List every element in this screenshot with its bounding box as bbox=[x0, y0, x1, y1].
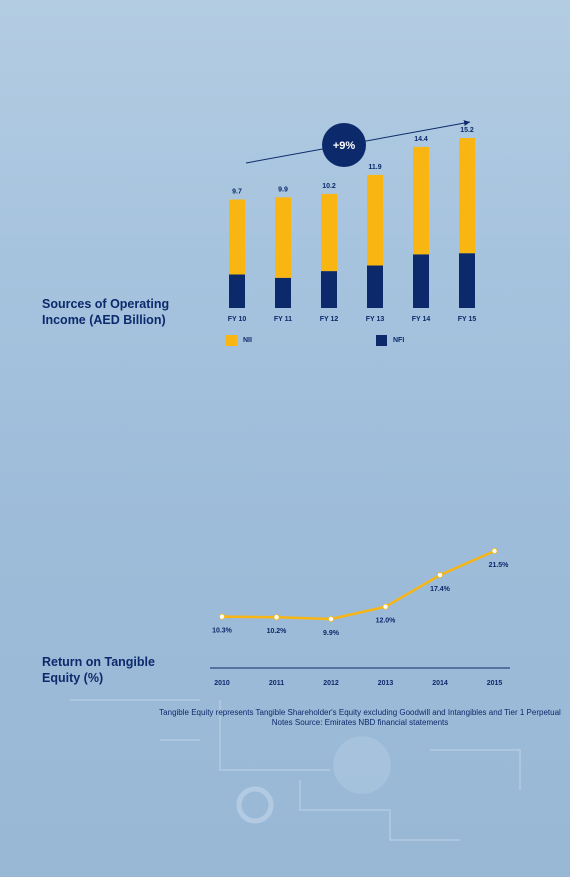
bar-total-label: 15.2 bbox=[460, 127, 474, 134]
deco-circle bbox=[333, 736, 391, 794]
footnote: Tangible Equity represents Tangible Shar… bbox=[159, 708, 561, 727]
bar-nii bbox=[321, 193, 337, 272]
bar-nfi bbox=[413, 254, 429, 308]
bar-total-label: 9.7 bbox=[232, 189, 242, 196]
growth-badge-label: +9% bbox=[333, 140, 356, 152]
data-label: 17.4% bbox=[430, 586, 451, 593]
x-tick-label: 2012 bbox=[323, 680, 339, 687]
x-tick-label: 2010 bbox=[214, 680, 230, 687]
chart-title-rote: Return on Tangible Equity (%) bbox=[42, 655, 155, 685]
legend-item-nii: NII bbox=[226, 335, 252, 346]
bar-nii bbox=[367, 174, 383, 266]
x-tick-label: 2015 bbox=[487, 680, 503, 687]
data-label: 10.3% bbox=[212, 628, 233, 635]
x-tick-label: FY 14 bbox=[412, 316, 431, 323]
legend-label-nii: NII bbox=[243, 337, 252, 344]
bar-nfi bbox=[229, 274, 245, 308]
bar-total-label: 11.9 bbox=[368, 164, 381, 171]
bar-nfi bbox=[367, 265, 383, 308]
x-tick-label: FY 12 bbox=[320, 316, 339, 323]
bar-total-label: 9.9 bbox=[278, 186, 288, 193]
data-point bbox=[273, 614, 280, 621]
chart-title-operating-income: Sources of Operating Income (AED Billion… bbox=[42, 297, 170, 327]
legend-swatch-nii bbox=[226, 335, 237, 346]
bar-nii bbox=[459, 138, 475, 254]
data-label: 10.2% bbox=[267, 628, 288, 635]
growth-badge bbox=[322, 123, 366, 167]
bar-nii bbox=[413, 146, 429, 255]
data-point bbox=[491, 548, 498, 555]
bar-nii bbox=[229, 199, 245, 275]
legend-swatch-nfi bbox=[376, 335, 387, 346]
bar-nfi bbox=[321, 271, 337, 308]
x-tick-label: FY 15 bbox=[458, 316, 477, 323]
x-tick-label: FY 11 bbox=[274, 316, 292, 323]
data-point bbox=[382, 603, 389, 610]
data-label: 9.9% bbox=[323, 630, 340, 637]
legend-item-nfi: NFI bbox=[376, 335, 404, 346]
data-label: 12.0% bbox=[376, 618, 397, 625]
bar-nfi bbox=[459, 253, 475, 308]
deco-line-1 bbox=[70, 699, 330, 771]
deco-line-3 bbox=[430, 749, 521, 790]
legend-label-nfi: NFI bbox=[393, 337, 405, 344]
data-point bbox=[327, 616, 334, 623]
x-tick-label: 2014 bbox=[432, 680, 448, 687]
bar-total-label: 10.2 bbox=[322, 183, 336, 190]
x-tick-label: 2011 bbox=[269, 680, 284, 687]
rote-line bbox=[221, 549, 496, 621]
deco-line-2 bbox=[299, 780, 460, 841]
bar-nii bbox=[275, 197, 291, 278]
data-point bbox=[218, 613, 225, 620]
x-tick-label: FY 13 bbox=[366, 316, 385, 323]
deco-ring bbox=[236, 786, 274, 824]
data-label: 21.5% bbox=[489, 562, 510, 569]
x-tick-label: 2013 bbox=[378, 680, 394, 687]
bar-total-label: 14.4 bbox=[414, 136, 428, 143]
bar-nfi bbox=[275, 277, 291, 308]
x-tick-label: FY 10 bbox=[228, 316, 247, 323]
data-point bbox=[436, 572, 443, 579]
